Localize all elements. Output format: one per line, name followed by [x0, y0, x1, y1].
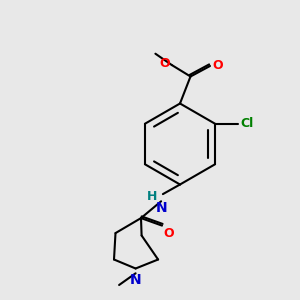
Text: O: O [160, 57, 170, 70]
Text: O: O [212, 59, 223, 72]
Text: N: N [155, 201, 167, 215]
Text: N: N [130, 273, 141, 287]
Text: O: O [164, 227, 174, 240]
Text: Cl: Cl [241, 117, 254, 130]
Text: H: H [147, 190, 158, 203]
